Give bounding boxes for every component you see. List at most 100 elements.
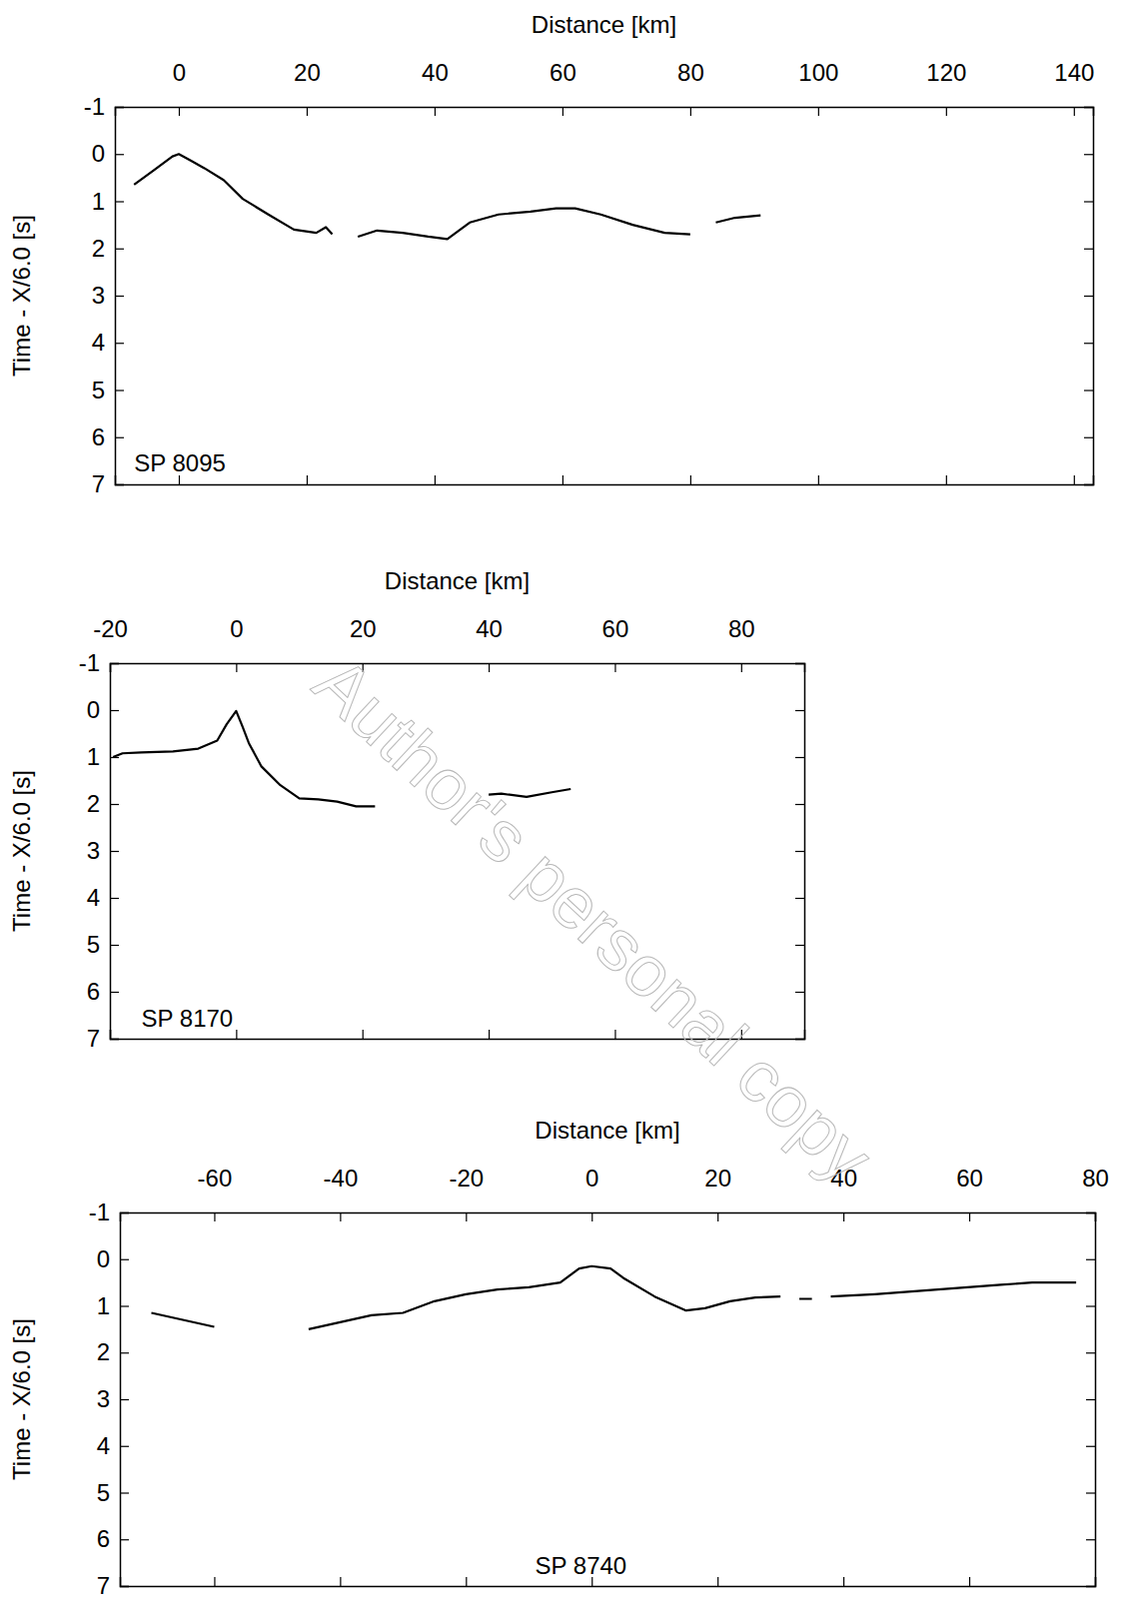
tick: 4 [91,328,124,356]
tick: 140 [1054,58,1095,116]
marks [133,153,761,239]
tick-mark [362,1030,364,1040]
tick [614,1030,616,1040]
y-axis-title: Time - X/6.0 [s] [7,214,35,377]
tick: 2 [91,234,124,262]
tick: 0 [86,696,119,724]
tick-mark [109,898,119,900]
tick [465,1577,467,1587]
tick-label: -1 [88,1198,110,1226]
tick-mark [119,1352,129,1354]
tick-mark [1084,484,1094,486]
tick-label: 80 [677,58,705,86]
tick: 20 [293,58,321,116]
tick-label: 5 [91,376,105,404]
tick [946,475,948,485]
tick [1074,475,1076,485]
axis: -101234567 [78,649,119,1053]
y-axis-title: Time - X/6.0 [s] [7,1318,35,1481]
tick: 0 [91,139,124,167]
tick-label: 80 [728,615,756,643]
tick-label: 60 [956,1164,984,1192]
tick [795,710,805,712]
tick-mark [1086,1399,1096,1401]
tick-mark [1086,1586,1096,1588]
tick-label: 60 [602,615,630,643]
tick-mark [591,1212,593,1222]
tick-mark [114,153,124,155]
tick-label: 2 [86,790,100,818]
tick [562,475,564,485]
tick [213,1577,215,1587]
tick [795,992,805,994]
tick-label: 1 [86,743,100,771]
travel-time-line [133,153,761,239]
tick-mark [114,342,124,344]
tick-mark [1084,342,1094,344]
tick-mark [1084,295,1094,297]
tick-label: 0 [229,615,243,643]
shot-point-label: SP 8095 [133,449,226,477]
tick: 0 [585,1164,599,1222]
tick: 60 [602,615,630,673]
tick: 6 [96,1525,129,1553]
tick-label: 3 [96,1385,110,1413]
tick-mark [614,1030,616,1040]
tick [795,945,805,947]
tick [1086,1352,1096,1354]
tick-mark [339,1212,341,1222]
tick-label: 6 [96,1525,110,1553]
tick [1086,1493,1096,1495]
tick-label: 0 [86,696,100,724]
tick-mark [562,475,564,485]
tick: 6 [91,423,124,451]
travel-time-line [150,1266,1077,1330]
tick-mark [843,1212,845,1222]
tick-mark [119,1399,129,1401]
axis-line [115,475,1095,486]
tick: 40 [421,58,449,116]
tick-label: 7 [96,1572,110,1600]
tick-mark [114,389,124,391]
tick: 2 [96,1338,129,1366]
tick-mark [306,106,308,116]
tick-label: 1 [91,187,105,215]
tick: 7 [91,470,124,498]
tick-label: 140 [1054,58,1095,86]
tick-mark [795,945,805,947]
tick [235,1030,237,1040]
tick-mark [818,106,820,116]
tick-mark [114,484,124,486]
tick-label: -1 [83,92,105,120]
tick [488,1030,490,1040]
tick [795,757,805,759]
tick [1084,106,1094,108]
tick [306,475,308,485]
tick: 5 [86,931,119,959]
tick: 0 [172,58,186,116]
panel: 020406080100120140-101234567Distance [km… [7,10,1095,498]
tick [717,1577,719,1587]
tick [1086,1586,1096,1588]
axis-line [110,664,806,674]
tick-label: -1 [78,649,100,677]
tick-mark [946,475,948,485]
tick: 80 [728,615,756,673]
axis: 020406080100120140 [115,58,1096,116]
tick: 2 [86,790,119,818]
tick-mark [339,1577,341,1587]
tick-label: 7 [86,1025,100,1053]
axis: -60-40-20020406080 [120,1164,1110,1222]
tick [795,898,805,900]
tick-mark [562,106,564,116]
axis: -101234567 [88,1198,129,1600]
tick-mark [178,106,180,116]
tick-label: 80 [1082,1164,1110,1192]
tick: 3 [86,837,119,865]
tick-mark [1074,475,1076,485]
tick-mark [795,804,805,806]
tick-mark [795,898,805,900]
tick [1084,201,1094,203]
marks [150,1266,1077,1330]
tick: -60 [197,1164,233,1222]
